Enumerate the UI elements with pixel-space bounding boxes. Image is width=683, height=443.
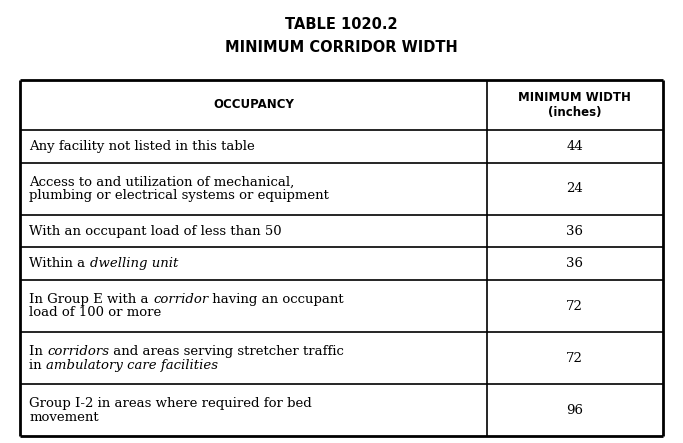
Text: Any facility not listed in this table: Any facility not listed in this table xyxy=(29,140,255,153)
Text: 44: 44 xyxy=(566,140,583,153)
Text: 24: 24 xyxy=(566,183,583,195)
Text: MINIMUM WIDTH
(inches): MINIMUM WIDTH (inches) xyxy=(518,91,631,119)
Text: In: In xyxy=(29,345,48,358)
Text: Group I-2 in areas where required for bed: Group I-2 in areas where required for be… xyxy=(29,397,312,410)
Text: MINIMUM CORRIDOR WIDTH: MINIMUM CORRIDOR WIDTH xyxy=(225,40,458,55)
Text: 72: 72 xyxy=(566,299,583,313)
Text: corridor: corridor xyxy=(153,293,208,306)
Text: 36: 36 xyxy=(566,225,583,238)
Text: having an occupant: having an occupant xyxy=(208,293,344,306)
Text: corridors: corridors xyxy=(48,345,109,358)
Text: movement: movement xyxy=(29,411,99,424)
Text: 72: 72 xyxy=(566,352,583,365)
Text: In Group E with a: In Group E with a xyxy=(29,293,153,306)
Text: Within a: Within a xyxy=(29,257,89,270)
Text: With an occupant load of less than 50: With an occupant load of less than 50 xyxy=(29,225,282,238)
Text: dwelling unit: dwelling unit xyxy=(89,257,178,270)
Text: load of 100 or more: load of 100 or more xyxy=(29,307,162,319)
Text: OCCUPANCY: OCCUPANCY xyxy=(213,98,294,112)
Text: 36: 36 xyxy=(566,257,583,270)
Text: in: in xyxy=(29,358,46,372)
Text: ambulatory care facilities: ambulatory care facilities xyxy=(46,358,219,372)
Text: TABLE 1020.2: TABLE 1020.2 xyxy=(285,17,398,32)
Text: 96: 96 xyxy=(566,404,583,417)
Text: and areas serving stretcher traffic: and areas serving stretcher traffic xyxy=(109,345,344,358)
Text: Access to and utilization of mechanical,: Access to and utilization of mechanical, xyxy=(29,175,294,188)
Text: plumbing or electrical systems or equipment: plumbing or electrical systems or equipm… xyxy=(29,189,329,202)
